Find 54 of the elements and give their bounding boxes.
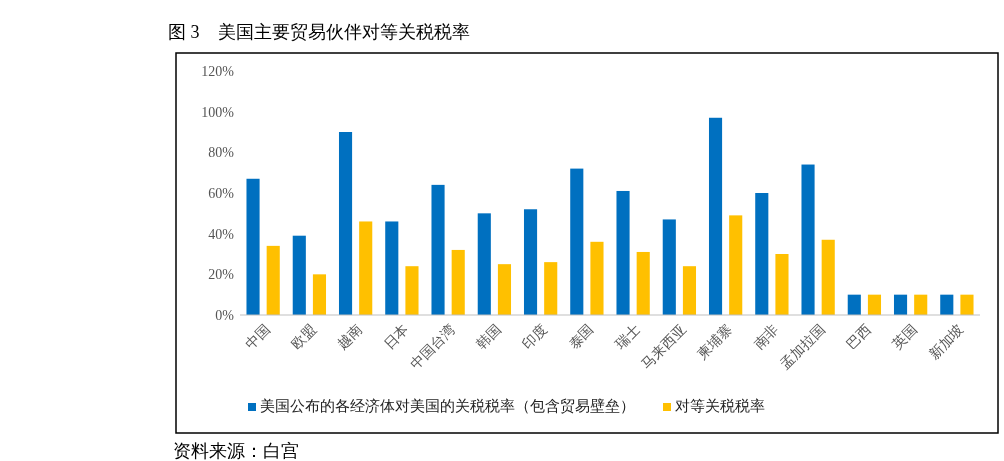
bar — [616, 190, 630, 315]
bar — [590, 241, 604, 315]
bar — [570, 168, 584, 315]
bar — [292, 235, 306, 315]
bar — [847, 294, 861, 315]
bar — [662, 219, 676, 315]
y-tick-label: 80% — [208, 145, 235, 161]
bar — [729, 215, 743, 315]
bar — [914, 294, 928, 315]
x-tick-label: 印度 — [519, 321, 551, 353]
text: 资料来源：白宫 — [173, 441, 299, 461]
y-tick-label: 20% — [208, 267, 235, 283]
bar — [523, 209, 538, 315]
x-tick-label: 新加坡 — [926, 321, 967, 363]
bar — [682, 266, 697, 315]
y-tick-label: 100% — [201, 104, 235, 120]
bar — [775, 254, 789, 315]
bar — [385, 221, 399, 315]
legend-label: 对等关税税率 — [675, 398, 765, 414]
y-tick-label: 60% — [208, 185, 235, 201]
y-tick-label: 120% — [201, 63, 235, 79]
bar — [246, 178, 260, 315]
bar — [636, 251, 650, 315]
bar — [312, 274, 327, 315]
x-tick-label: 泰国 — [566, 321, 597, 353]
x-tick-label: 柬埔寨 — [694, 321, 736, 363]
chart-title: 图 3 美国主要贸易伙伴对等关税税率 — [168, 22, 470, 42]
x-tick-label: 瑞士 — [612, 321, 643, 353]
bar — [821, 239, 835, 315]
bar — [497, 264, 512, 315]
bar — [359, 221, 373, 315]
x-tick-label: 越南 — [334, 321, 366, 353]
x-tick-label: 巴西 — [843, 321, 874, 353]
bar — [451, 249, 465, 315]
x-tick-label: 中国 — [242, 321, 273, 353]
bar — [708, 117, 723, 315]
bar — [960, 294, 974, 315]
bar — [867, 294, 882, 315]
bar — [940, 294, 954, 315]
legend-label: 美国公布的各经济体对美国的关税税率（包含贸易壁垒） — [260, 398, 635, 414]
y-tick-label: 40% — [208, 226, 235, 242]
bar — [266, 245, 280, 315]
y-tick-label: 0% — [215, 307, 235, 323]
bar — [338, 132, 353, 315]
bar — [544, 262, 558, 315]
bar — [477, 213, 491, 315]
bar — [755, 193, 769, 315]
x-tick-label: 欧盟 — [288, 321, 319, 353]
bar — [405, 266, 419, 315]
bar — [431, 184, 445, 315]
x-tick-label: 韩国 — [473, 321, 504, 353]
bar — [801, 164, 815, 315]
x-tick-label: 英国 — [889, 321, 921, 353]
bar — [893, 294, 908, 315]
